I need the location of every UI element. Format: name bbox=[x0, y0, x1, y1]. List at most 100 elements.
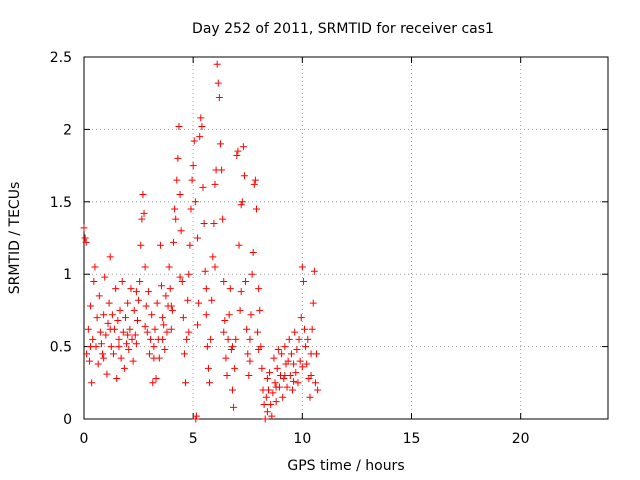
data-point bbox=[135, 296, 143, 304]
data-point bbox=[171, 205, 179, 213]
y-tick-label: 1.5 bbox=[50, 195, 72, 211]
data-point bbox=[185, 270, 193, 278]
data-point bbox=[101, 273, 109, 281]
data-point bbox=[218, 166, 226, 174]
data-point bbox=[284, 357, 292, 365]
data-point bbox=[254, 328, 262, 336]
data-point bbox=[225, 311, 233, 319]
data-point bbox=[298, 363, 306, 371]
data-point bbox=[302, 343, 310, 351]
data-point bbox=[81, 234, 89, 242]
data-point bbox=[115, 335, 123, 343]
data-point bbox=[200, 220, 208, 228]
data-point bbox=[211, 180, 219, 188]
data-point bbox=[310, 267, 318, 275]
data-point bbox=[228, 343, 236, 351]
data-point bbox=[293, 345, 301, 353]
data-point bbox=[194, 321, 202, 329]
data-point bbox=[258, 364, 266, 372]
data-point bbox=[194, 234, 202, 242]
data-point bbox=[90, 277, 98, 285]
data-point bbox=[202, 285, 210, 293]
data-point bbox=[213, 60, 221, 68]
data-point bbox=[184, 296, 192, 304]
data-point bbox=[263, 408, 271, 416]
tick-labels: 0 5 10 15 20 0 0.5 1 1.5 2 2.5 bbox=[50, 50, 530, 447]
data-point bbox=[80, 224, 88, 232]
data-point bbox=[141, 263, 149, 271]
y-tick-label: 2.5 bbox=[50, 50, 72, 66]
data-point bbox=[247, 311, 255, 319]
data-point bbox=[187, 205, 195, 213]
data-point bbox=[173, 176, 181, 184]
data-point bbox=[94, 360, 102, 368]
data-point bbox=[290, 377, 298, 385]
data-point bbox=[129, 357, 137, 365]
data-point bbox=[148, 311, 156, 319]
data-point bbox=[95, 292, 103, 300]
y-tick-label: 0 bbox=[63, 412, 72, 428]
data-point bbox=[149, 379, 157, 387]
data-point bbox=[210, 220, 218, 228]
y-tick-label: 0.5 bbox=[50, 340, 72, 356]
gridlines bbox=[84, 57, 608, 419]
data-point bbox=[153, 299, 161, 307]
data-point bbox=[106, 325, 114, 333]
data-point bbox=[160, 321, 168, 329]
data-point bbox=[215, 94, 223, 102]
data-point bbox=[261, 415, 269, 423]
data-point bbox=[176, 273, 184, 281]
data-point bbox=[178, 277, 186, 285]
data-point bbox=[152, 374, 160, 382]
data-point bbox=[214, 79, 222, 87]
data-point bbox=[133, 317, 141, 325]
data-point bbox=[168, 306, 176, 314]
data-point bbox=[272, 383, 280, 391]
data-point bbox=[278, 350, 286, 358]
data-point bbox=[176, 191, 184, 199]
data-point bbox=[308, 325, 316, 333]
data-point bbox=[204, 364, 212, 372]
data-point bbox=[237, 201, 245, 209]
data-point bbox=[237, 288, 245, 296]
data-point bbox=[189, 162, 197, 170]
data-point bbox=[238, 198, 246, 206]
data-point bbox=[304, 335, 312, 343]
data-point bbox=[242, 277, 250, 285]
data-point bbox=[255, 345, 263, 353]
data-point bbox=[88, 379, 96, 387]
data-point bbox=[299, 277, 307, 285]
data-point bbox=[83, 350, 91, 358]
x-tick-label: 10 bbox=[293, 431, 311, 447]
data-point bbox=[264, 386, 272, 394]
data-point bbox=[221, 317, 229, 325]
axis-ticks bbox=[83, 56, 608, 420]
data-point bbox=[283, 383, 291, 391]
y-axis-label: SRMTID / TECUs bbox=[7, 182, 23, 295]
data-point bbox=[297, 314, 305, 322]
data-point bbox=[174, 154, 182, 162]
data-point bbox=[87, 343, 95, 351]
data-point bbox=[126, 325, 134, 333]
data-point bbox=[102, 331, 110, 339]
data-point bbox=[107, 343, 115, 351]
data-point bbox=[279, 393, 287, 401]
data-point bbox=[170, 238, 178, 246]
x-axis-label: GPS time / hours bbox=[287, 458, 404, 474]
x-tick-label: 20 bbox=[512, 431, 530, 447]
x-tick-label: 5 bbox=[189, 431, 198, 447]
data-point bbox=[203, 343, 211, 351]
plot-frame bbox=[83, 56, 609, 420]
data-point bbox=[104, 319, 112, 327]
data-point bbox=[220, 328, 228, 336]
data-point bbox=[162, 292, 170, 300]
data-point bbox=[281, 372, 289, 380]
data-point bbox=[311, 379, 319, 387]
chart-title: Day 252 of 2011, SRMTID for receiver cas… bbox=[192, 21, 494, 37]
data-point bbox=[186, 241, 194, 249]
data-point bbox=[190, 137, 198, 145]
data-point bbox=[89, 335, 97, 343]
data-point bbox=[206, 379, 214, 387]
data-point bbox=[294, 379, 302, 387]
y-tick-label: 1 bbox=[63, 267, 72, 283]
